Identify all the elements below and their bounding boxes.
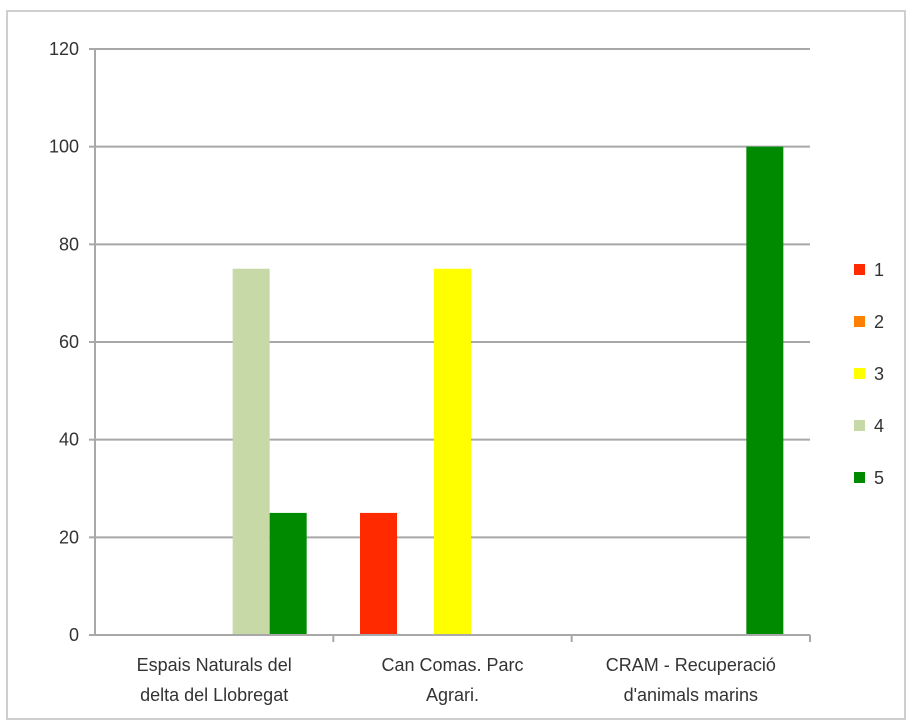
legend-swatch-3 <box>854 368 865 379</box>
legend-swatch-2 <box>854 316 865 327</box>
legend-label: 5 <box>874 468 884 488</box>
x-category-label: delta del Llobregat <box>140 685 288 705</box>
bar-series-1 <box>360 512 397 635</box>
x-category-label: d'animals marins <box>624 685 758 705</box>
x-category-label: CRAM - Recuperació <box>606 655 776 675</box>
legend-swatch-5 <box>854 472 865 483</box>
axes <box>89 48 811 642</box>
legend-swatch-4 <box>854 420 865 431</box>
y-tick-label: 100 <box>49 137 79 157</box>
y-tick-label: 40 <box>59 430 79 450</box>
bar-series-5 <box>746 146 784 635</box>
y-tick-label: 80 <box>59 234 79 254</box>
y-tick-label: 0 <box>69 625 79 645</box>
chart-frame: 0 20 40 60 80 100 120 Espais Naturals del delta… <box>6 10 906 720</box>
legend-label: 3 <box>874 364 884 384</box>
bar-series-5 <box>269 512 307 635</box>
legend-swatch-1 <box>854 264 865 275</box>
x-category-label: Can Comas. Parc <box>381 655 523 675</box>
bar-series-3 <box>434 268 471 635</box>
legend-label: 2 <box>874 312 884 332</box>
bar-chart: 0 20 40 60 80 100 120 Espais Naturals del delta… <box>49 39 884 705</box>
bars <box>232 146 784 635</box>
y-tick-labels: 0 20 40 60 80 100 120 <box>49 39 79 645</box>
x-category-label: Agrari. <box>426 685 479 705</box>
legend: 1 2 3 4 5 <box>854 260 884 488</box>
x-category-label: Espais Naturals del <box>137 655 292 675</box>
bar-series-4 <box>232 268 270 635</box>
y-tick-label: 20 <box>59 527 79 547</box>
legend-label: 1 <box>874 260 884 280</box>
y-tick-label: 60 <box>59 332 79 352</box>
x-category-labels: Espais Naturals del delta del Llobregat Ca… <box>137 655 776 705</box>
legend-label: 4 <box>874 416 884 436</box>
y-tick-label: 120 <box>49 39 79 59</box>
